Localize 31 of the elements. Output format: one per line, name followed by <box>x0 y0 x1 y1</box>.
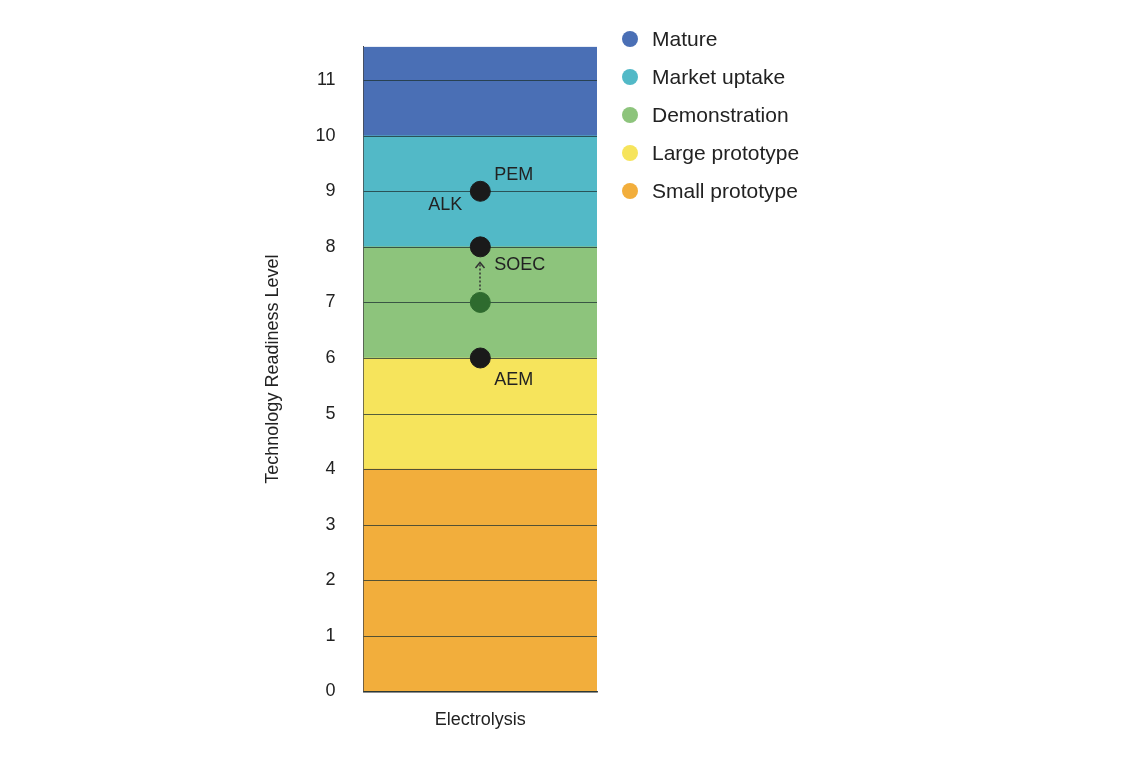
legend-label: Small prototype <box>652 179 798 203</box>
legend-label: Mature <box>652 27 718 51</box>
legend-label: Market uptake <box>652 65 786 89</box>
annotation: SOEC <box>494 253 546 274</box>
y-tick-label: 2 <box>325 569 336 590</box>
point <box>469 291 491 313</box>
bar <box>363 135 597 248</box>
x-tick-label: Electrolysis <box>434 709 526 730</box>
bar <box>363 357 597 470</box>
point <box>469 180 491 202</box>
y-tick-label: 5 <box>325 402 336 423</box>
bar <box>363 246 597 359</box>
annotation: PEM <box>494 164 534 185</box>
y-tick-label: 6 <box>325 346 336 367</box>
bar <box>363 46 597 137</box>
y-tick-label: 1 <box>325 624 336 645</box>
annotation: AEM <box>494 368 534 389</box>
y-tick-label: 10 <box>315 124 336 145</box>
y-tick-label: 0 <box>325 680 336 701</box>
y-axis-title: Technology Readiness Level <box>261 254 282 484</box>
y-tick-label: 4 <box>325 458 336 479</box>
y-tick-label: 9 <box>325 180 336 201</box>
annotation: ALK <box>428 194 463 215</box>
y-tick-label: 7 <box>325 291 336 312</box>
point <box>469 347 491 369</box>
legend-label: Large prototype <box>652 141 800 165</box>
y-tick-label: 11 <box>316 69 336 90</box>
point <box>469 236 491 258</box>
y-tick-label: 8 <box>325 235 336 256</box>
legend-label: Demonstration <box>652 103 789 127</box>
y-tick-label: 3 <box>325 513 336 534</box>
